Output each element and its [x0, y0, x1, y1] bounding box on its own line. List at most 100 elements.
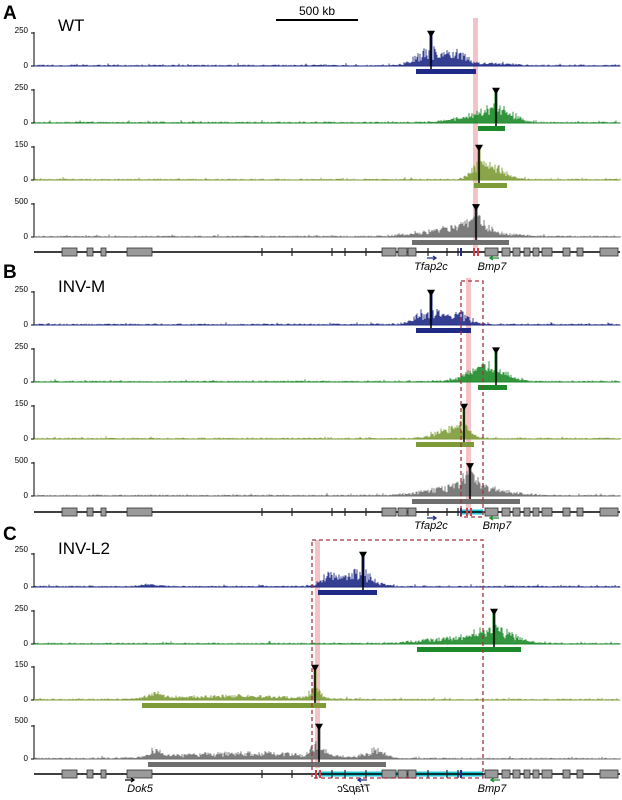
gene-exon-box: [512, 507, 521, 517]
gene-exon-box: [381, 507, 397, 517]
tick-c4-min: 0: [24, 754, 29, 763]
gene-exon-box: [599, 507, 619, 517]
interaction-domain-bar: [416, 69, 476, 74]
viewpoint-highlight: [315, 540, 320, 768]
interaction-domain-bar: [417, 647, 521, 652]
tick-c1-min: 0: [24, 582, 29, 591]
anchor-marker: [315, 770, 317, 778]
gene-label-tfap2c-b: Tfap2c: [414, 520, 448, 532]
anchor-marker: [466, 508, 468, 516]
tick-a4-min: 0: [24, 232, 29, 241]
tick-b4-max: 500: [15, 456, 29, 465]
gene-annotation-track: [34, 507, 620, 521]
tick-b3-max: 150: [15, 399, 29, 408]
interaction-domain-bar: [478, 126, 505, 131]
genotype-label-inv-l2: INV-L2: [58, 539, 110, 558]
gene-exon-box: [512, 247, 521, 257]
viewpoint-marker: [475, 144, 483, 152]
gene-exon-box: [100, 769, 107, 779]
gene-exon-box: [100, 247, 107, 257]
signal-profile: [34, 46, 621, 67]
tick-c3-max: 150: [15, 660, 29, 669]
gene-exon-box: [512, 769, 521, 779]
gene-exon-box: [484, 247, 499, 257]
signal-track: [31, 87, 621, 131]
gene-exon-box: [86, 507, 94, 517]
gene-exon-box: [381, 247, 397, 257]
tick-b1-max: 250: [15, 285, 29, 294]
viewpoint-highlight: [466, 278, 471, 508]
gene-exon-box: [381, 769, 397, 779]
gene-exon-box: [599, 247, 619, 257]
tick-b3-min: 0: [24, 434, 29, 443]
gene-exon-box: [484, 507, 499, 517]
interaction-domain-bar: [416, 442, 474, 447]
gene-exon-box: [541, 507, 553, 517]
tick-a1-max: 250: [15, 26, 29, 35]
gene-exon-box: [86, 769, 94, 779]
gene-label-bmp7-c: Bmp7: [478, 783, 508, 795]
signal-profile: [34, 420, 621, 440]
gene-exon-box: [562, 247, 571, 257]
viewpoint-marker: [492, 347, 500, 355]
signal-track: [31, 203, 621, 245]
gene-exon-box: [126, 507, 153, 517]
gene-exon-box: [407, 247, 417, 257]
anchor-marker: [477, 248, 479, 256]
signal-track: [31, 462, 621, 504]
gene-exon-box: [523, 247, 531, 257]
panel-label-b: B: [3, 262, 17, 283]
tick-a3-max: 150: [15, 140, 29, 149]
signal-profile: [34, 361, 621, 383]
y-tick-labels: 250 0 250 0 150 0 500 0 250 0 250 0 150 …: [15, 26, 29, 763]
signal-profile: [34, 624, 621, 645]
viewpoint-marker: [492, 87, 500, 95]
gene-exon-box: [523, 769, 531, 779]
promoter-arrow: [488, 255, 499, 261]
signal-profile: [34, 160, 621, 181]
gene-exon-box: [407, 507, 417, 517]
gene-exon-box: [576, 507, 584, 517]
inversion-box-inv-l2: [311, 539, 484, 779]
signal-profile: [34, 740, 621, 760]
signal-track: [31, 608, 621, 652]
promoter-arrow: [488, 515, 499, 521]
gene-exon-box: [562, 769, 571, 779]
interaction-domain-bar: [142, 703, 326, 708]
promoter-arrow: [489, 777, 500, 783]
gene-label-tfap2c-c-inverted: Tfap2c: [337, 783, 371, 795]
signal-track: [31, 30, 621, 74]
tick-c2-min: 0: [24, 639, 29, 648]
anchor-marker: [473, 248, 475, 256]
tick-c4-max: 500: [15, 716, 29, 725]
tick-b2-max: 250: [15, 342, 29, 351]
viewpoint-marker: [359, 551, 367, 559]
gene-exon-box: [523, 507, 531, 517]
gene-exon-box: [501, 247, 511, 257]
gene-exon-box: [541, 247, 553, 257]
gene-exon-box: [532, 247, 540, 257]
gene-exon-box: [397, 769, 408, 779]
gene-annotation-track: [34, 769, 620, 783]
signal-track: [31, 347, 621, 390]
viewpoint-marker: [427, 30, 435, 38]
genotype-label-inv-m: INV-M: [58, 277, 105, 296]
gene-exon-box: [61, 247, 78, 257]
gene-exon-box: [397, 507, 408, 517]
gene-exon-box: [532, 507, 540, 517]
promoter-arrow: [427, 515, 438, 521]
tick-b2-min: 0: [24, 377, 29, 386]
interaction-domain-bar: [412, 499, 520, 504]
gene-exon-box: [501, 507, 511, 517]
viewpoint-marker: [472, 204, 480, 212]
gene-exon-box: [576, 769, 584, 779]
signal-track: [31, 551, 621, 595]
tick-c2-max: 250: [15, 604, 29, 613]
signal-track: [31, 664, 621, 708]
tick-a1-min: 0: [24, 61, 29, 70]
gene-label-dok5-c: Dok5: [127, 783, 154, 795]
gene-exon-box: [484, 769, 499, 779]
signal-profile: [34, 467, 621, 497]
gene-exon-box: [541, 769, 553, 779]
